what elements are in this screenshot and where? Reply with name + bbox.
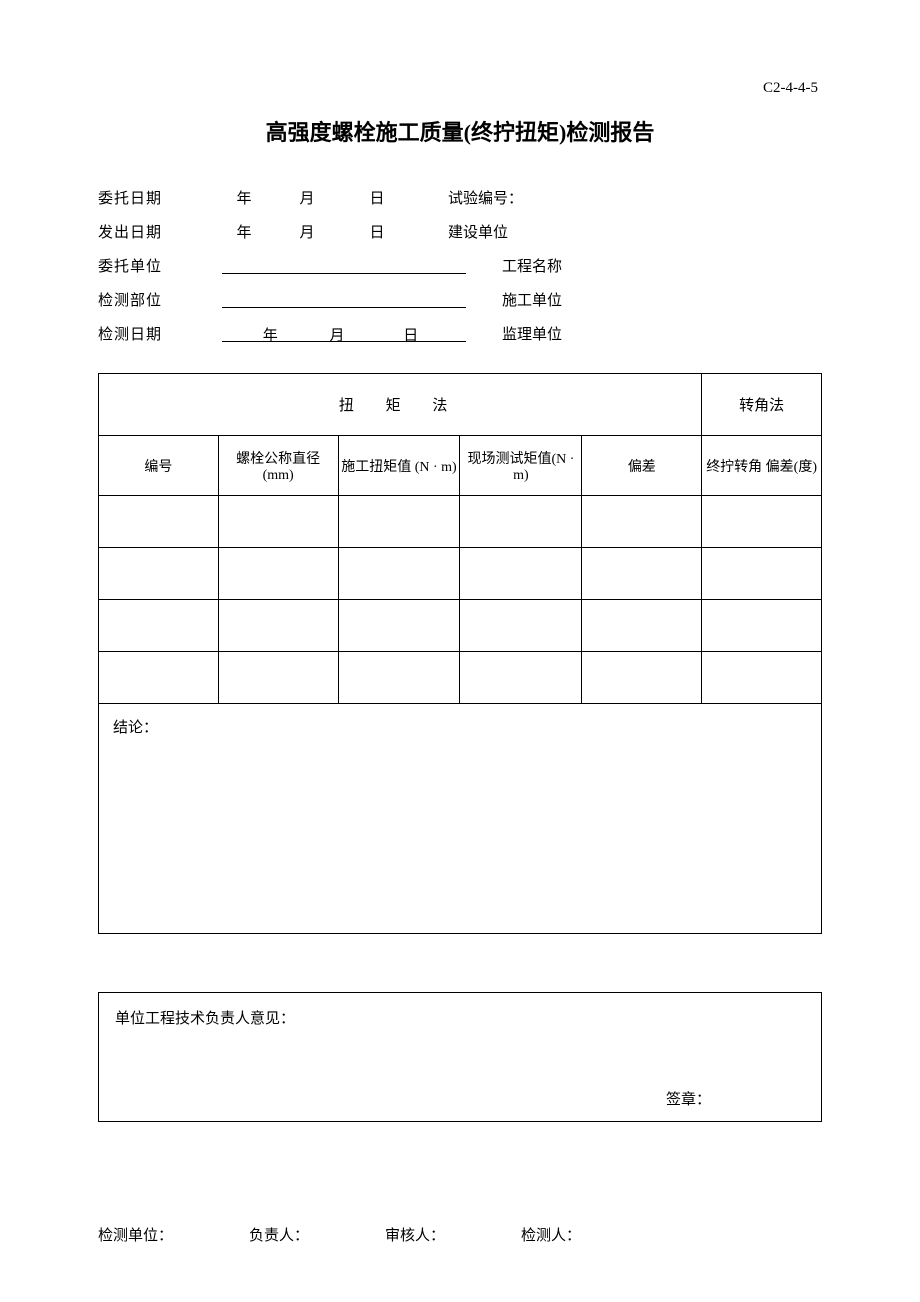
year-label: 年	[242, 324, 298, 345]
torque-method-text: 扭 矩 法	[339, 398, 462, 414]
page-title: 高强度螺栓施工质量(终拧扭矩)检测报告	[98, 115, 822, 147]
commission-unit-input[interactable]	[222, 256, 466, 274]
year-label: 年	[216, 221, 272, 242]
table-row	[99, 652, 822, 704]
day-label: 日	[342, 187, 412, 208]
table-row	[99, 600, 822, 652]
stamp-label: 签章：	[666, 1088, 711, 1109]
table-cell[interactable]	[338, 600, 460, 652]
table-row	[99, 496, 822, 548]
table-cell[interactable]	[702, 496, 822, 548]
row-test-part: 检测部位 施工单位	[98, 287, 822, 311]
reviewer-label: 审核人：	[385, 1224, 445, 1245]
conclusion-row: 结论：	[99, 704, 822, 934]
col-header-diameter: 螺栓公称直径(mm)	[218, 436, 338, 496]
table-cell[interactable]	[582, 496, 702, 548]
table-cell[interactable]	[218, 496, 338, 548]
opinion-box: 单位工程技术负责人意见： 签章：	[98, 992, 822, 1122]
test-number-label: 试验编号：	[448, 187, 558, 208]
conclusion-cell[interactable]: 结论：	[99, 704, 822, 934]
table-header-row-2: 编号 螺栓公称直径(mm) 施工扭矩值 (N · m) 现场测试矩值(N · m…	[99, 436, 822, 496]
opinion-title: 单位工程技术负责人意见：	[115, 1007, 805, 1028]
month-label: 月	[302, 324, 372, 345]
test-part-input[interactable]	[222, 290, 466, 308]
table-cell[interactable]	[218, 548, 338, 600]
col-header-field-torque: 现场测试矩值(N · m)	[460, 436, 582, 496]
table-cell[interactable]	[338, 496, 460, 548]
year-label: 年	[216, 187, 272, 208]
issue-date-label: 发出日期	[98, 221, 216, 242]
day-label: 日	[342, 221, 412, 242]
table-cell[interactable]	[460, 600, 582, 652]
commission-unit-label: 委托单位	[98, 255, 216, 276]
signers-row: 检测单位： 负责人： 审核人： 检测人：	[98, 1224, 822, 1245]
conclusion-label: 结论：	[113, 720, 158, 736]
test-unit-label: 检测单位：	[98, 1224, 173, 1245]
month-label: 月	[272, 221, 342, 242]
table-cell[interactable]	[702, 600, 822, 652]
table-cell[interactable]	[99, 600, 219, 652]
table-cell[interactable]	[99, 548, 219, 600]
test-date-input[interactable]: 年 月 日	[222, 324, 466, 342]
supervisor-label: 监理单位	[502, 323, 612, 344]
responsible-label: 负责人：	[249, 1224, 309, 1245]
table-cell[interactable]	[582, 600, 702, 652]
table-cell[interactable]	[338, 548, 460, 600]
month-label: 月	[272, 187, 342, 208]
table-cell[interactable]	[99, 652, 219, 704]
table-header-row-1: 扭 矩 法 转角法	[99, 374, 822, 436]
day-label: 日	[376, 324, 446, 345]
row-test-date: 检测日期 年 月 日 监理单位	[98, 321, 822, 345]
angle-method-header: 转角法	[702, 374, 822, 436]
table-cell[interactable]	[582, 652, 702, 704]
torque-method-header: 扭 矩 法	[99, 374, 702, 436]
table-cell[interactable]	[218, 600, 338, 652]
test-part-label: 检测部位	[98, 289, 216, 310]
test-date-label: 检测日期	[98, 323, 216, 344]
contractor-label: 施工单位	[502, 289, 612, 310]
table-cell[interactable]	[338, 652, 460, 704]
table-cell[interactable]	[702, 652, 822, 704]
data-table: 扭 矩 法 转角法 编号 螺栓公称直径(mm) 施工扭矩值 (N · m) 现场…	[98, 373, 822, 934]
construction-unit-label: 建设单位	[448, 221, 558, 242]
col-header-angle-deviation: 终拧转角 偏差(度)	[702, 436, 822, 496]
document-number: C2-4-4-5	[98, 80, 822, 97]
info-section: 委托日期 年 月 日 试验编号： 发出日期 年 月 日 建设单位 委托单位 工程…	[98, 185, 822, 345]
col-header-deviation: 偏差	[582, 436, 702, 496]
row-issue-date: 发出日期 年 月 日 建设单位	[98, 219, 822, 243]
col-header-number: 编号	[99, 436, 219, 496]
table-cell[interactable]	[460, 496, 582, 548]
table-row	[99, 548, 822, 600]
row-commission-unit: 委托单位 工程名称	[98, 253, 822, 277]
project-name-label: 工程名称	[502, 255, 612, 276]
table-cell[interactable]	[702, 548, 822, 600]
table-cell[interactable]	[460, 652, 582, 704]
table-cell[interactable]	[460, 548, 582, 600]
tester-label: 检测人：	[521, 1224, 581, 1245]
table-cell[interactable]	[582, 548, 702, 600]
row-commission-date: 委托日期 年 月 日 试验编号：	[98, 185, 822, 209]
table-cell[interactable]	[218, 652, 338, 704]
commission-date-label: 委托日期	[98, 187, 216, 208]
col-header-torque: 施工扭矩值 (N · m)	[338, 436, 460, 496]
table-cell[interactable]	[99, 496, 219, 548]
